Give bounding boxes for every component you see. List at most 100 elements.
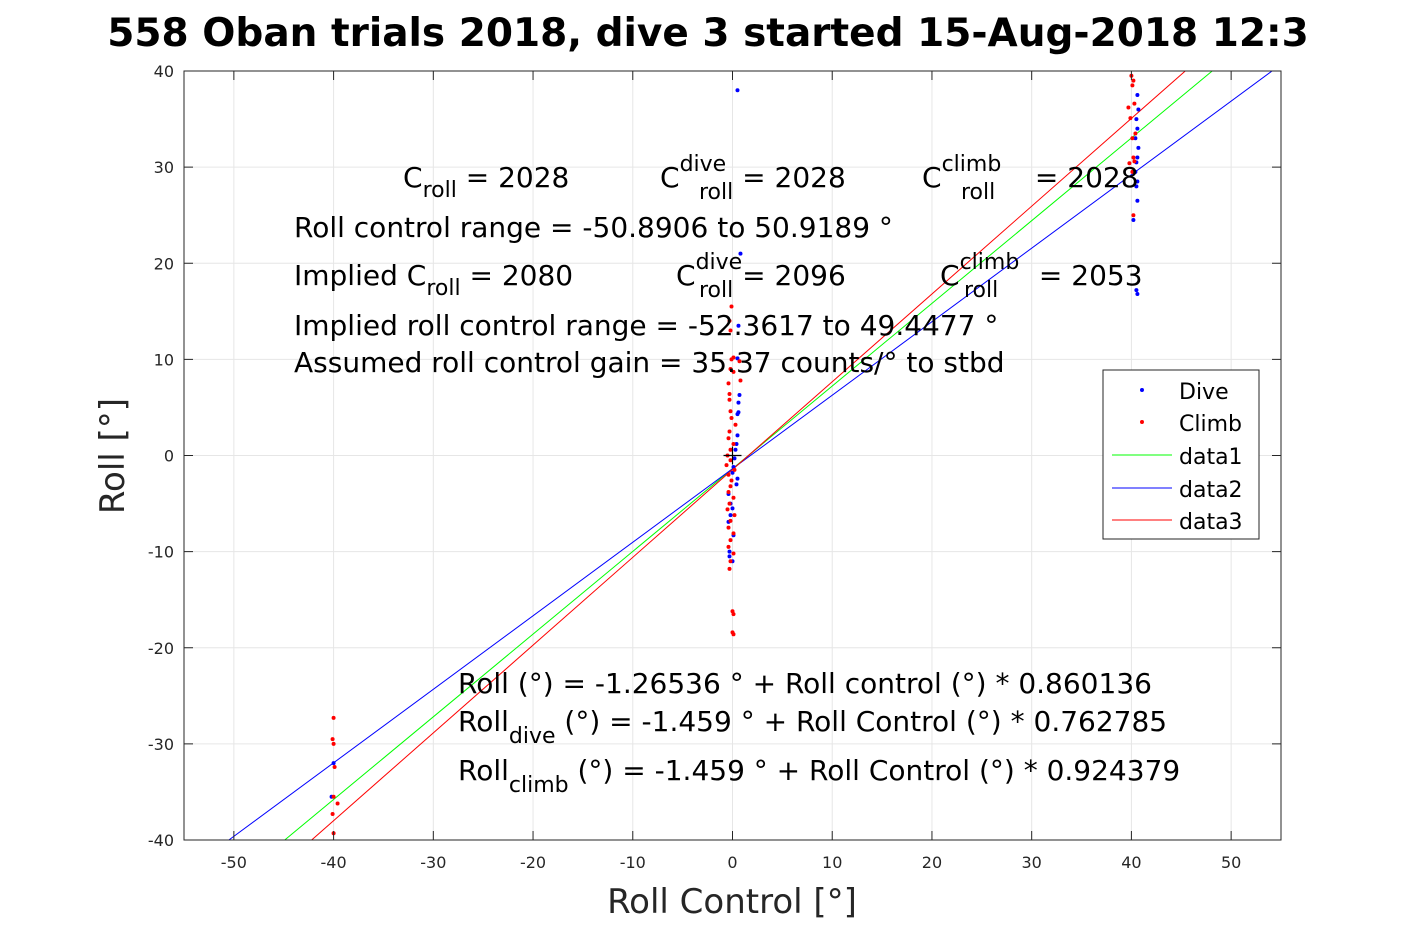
data-point-dive	[1135, 198, 1140, 203]
y-tick-label: -10	[148, 543, 174, 562]
data-point-climb	[729, 478, 734, 483]
data-point-climb	[728, 484, 733, 489]
data-point-climb	[330, 812, 335, 817]
data-point-dive	[730, 470, 735, 475]
data-point-climb	[726, 436, 731, 441]
data-point-climb	[731, 551, 736, 556]
annotation-implied-climb: Cclimb roll = 2053	[940, 250, 1143, 303]
data-point-climb	[1130, 169, 1135, 174]
data-point-dive	[737, 392, 742, 397]
data-point-climb	[1131, 155, 1136, 160]
data-point-climb	[729, 416, 734, 421]
data-point-climb	[728, 328, 733, 333]
data-point-climb	[728, 559, 733, 564]
x-tick-label: 40	[1121, 853, 1141, 872]
data-point-climb	[732, 513, 737, 518]
data-point-dive	[1135, 292, 1140, 297]
data-point-climb	[728, 447, 733, 452]
annotation-c-climb: Cclimb roll = 2028	[922, 152, 1139, 205]
data-point-climb	[331, 741, 336, 746]
data-point-dive	[1133, 136, 1138, 141]
data-point-dive	[1135, 179, 1140, 184]
data-point-dive	[1133, 169, 1138, 174]
data-point-climb	[1132, 101, 1137, 106]
data-point-climb	[724, 463, 729, 468]
data-point-dive	[733, 447, 738, 452]
data-point-dive	[732, 456, 737, 461]
legend-marker-dive	[1140, 388, 1144, 392]
data-point-climb	[726, 544, 731, 549]
annotation-implied-range: Implied roll control range = -52.3617 to…	[294, 309, 998, 342]
data-point-climb	[330, 737, 335, 742]
data-point-climb	[728, 409, 733, 414]
data-point-climb	[331, 794, 336, 799]
y-tick-label: 10	[154, 350, 174, 369]
data-point-climb	[1131, 213, 1136, 218]
data-point-dive	[331, 761, 336, 766]
legend-label-data2: data2	[1179, 478, 1243, 503]
data-point-dive	[735, 412, 740, 417]
data-point-dive	[735, 476, 740, 481]
data-point-dive	[1135, 93, 1140, 98]
data-point-dive	[727, 549, 732, 554]
y-tick-label: -20	[148, 639, 174, 658]
x-tick-label: 30	[1022, 853, 1042, 872]
series-line-data3	[311, 70, 1186, 841]
y-tick-label: 0	[164, 447, 174, 466]
data-point-climb	[1130, 83, 1135, 88]
data-point-climb	[728, 366, 733, 371]
data-point-climb	[1127, 161, 1132, 166]
y-tick-label: -40	[148, 831, 174, 850]
data-point-climb	[733, 422, 738, 427]
annotation-c-roll: Croll = 2028	[403, 161, 569, 203]
y-tick-label: -30	[148, 735, 174, 754]
x-tick-label: -50	[221, 853, 247, 872]
data-point-dive	[1136, 145, 1141, 150]
data-point-dive	[1131, 217, 1136, 222]
data-point-climb	[731, 369, 736, 374]
data-point-climb	[728, 458, 733, 463]
legend-label-climb: Climb	[1179, 412, 1242, 437]
x-tick-label: -40	[321, 853, 347, 872]
annotation-c-dive: Cdive roll = 2028	[660, 152, 846, 205]
data-point-dive	[728, 513, 733, 518]
data-point-climb	[731, 632, 736, 637]
x-tick-label: 20	[922, 853, 942, 872]
data-point-climb	[726, 525, 731, 530]
series-line-data2	[228, 70, 1273, 841]
x-tick-label: 0	[727, 853, 737, 872]
data-point-climb	[727, 391, 732, 396]
data-point-climb	[726, 381, 731, 386]
data-point-climb	[726, 490, 731, 495]
data-point-climb	[737, 359, 742, 364]
data-point-dive	[735, 88, 740, 93]
x-tick-label: -20	[520, 853, 546, 872]
annotation-implied-dive: Cdive roll = 2096	[676, 250, 846, 303]
data-points	[329, 73, 1141, 836]
y-axis-label: Roll [°]	[93, 398, 133, 514]
data-point-dive	[735, 433, 740, 438]
data-point-dive	[727, 554, 732, 559]
annotation-implied-c: Implied Croll = 2080	[294, 259, 573, 301]
data-point-dive	[734, 441, 739, 446]
chart-title: 558 Oban trials 2018, dive 3 started 15-…	[107, 11, 1308, 56]
data-point-climb	[731, 495, 736, 500]
data-point-climb	[727, 429, 732, 434]
data-point-climb	[728, 518, 733, 523]
legend-label-data1: data1	[1179, 445, 1243, 470]
axis-ticks: -50 -40 -30 -20 -10 0 10 20 30 40 50 -40 -30 -20 -10 0 1…	[148, 62, 1281, 872]
data-point-dive	[738, 251, 743, 256]
data-point-dive	[1134, 184, 1139, 189]
data-point-dive	[734, 482, 739, 487]
annotation-range: Roll control range = -50.8906 to 50.9189…	[294, 211, 893, 244]
data-point-climb	[332, 764, 337, 769]
legend: Dive Climb data1 data2 data3	[1102, 369, 1260, 540]
origin-marker	[723, 446, 742, 465]
data-point-dive	[730, 506, 735, 511]
annotation-gain: Assumed roll control gain = 35.37 counts…	[294, 346, 1005, 379]
data-point-climb	[728, 538, 733, 543]
data-point-climb	[731, 531, 736, 536]
data-point-climb	[1132, 159, 1137, 164]
data-point-climb	[335, 801, 340, 806]
